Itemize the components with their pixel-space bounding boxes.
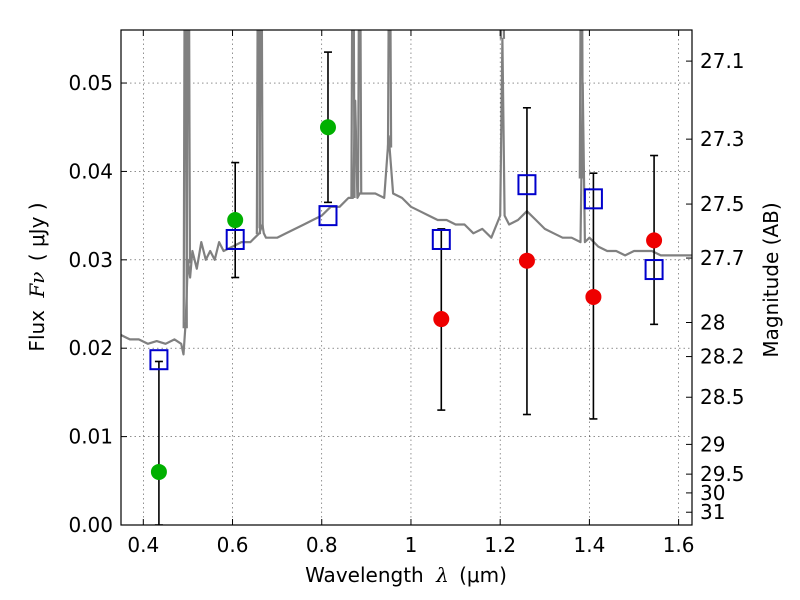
y2-tick-label: 31 — [700, 500, 725, 524]
x-tick-label: 1.6 — [663, 533, 695, 557]
x-axis-label: Wavelength λ (μm) — [305, 563, 507, 587]
upper-limit-point — [646, 232, 663, 249]
y-tick-labels: 0.00 0.01 0.02 0.03 0.04 0.05 — [68, 71, 113, 537]
y-tick-label: 0.05 — [68, 71, 113, 95]
emission-line-spike — [578, 30, 585, 179]
y2-tick-label: 27.5 — [700, 192, 745, 216]
y-tick-label: 0.01 — [68, 425, 113, 449]
model-photometry-square — [149, 349, 169, 371]
y2-tick-label: 28.5 — [700, 385, 745, 409]
y-tick-label: 0.02 — [68, 336, 113, 360]
detection-point — [150, 463, 167, 480]
upper-limit-point — [433, 311, 450, 328]
plot-frame — [120, 29, 693, 526]
detection-point — [319, 119, 336, 136]
x-tick-label: 1.2 — [484, 533, 516, 557]
y-tick-label: 0.03 — [68, 248, 113, 272]
emission-line-spike — [499, 30, 506, 39]
x-tick-label: 1.4 — [573, 533, 605, 557]
model-photometry-square — [517, 174, 537, 196]
y2-tick-label: 29.5 — [700, 462, 745, 486]
emission-line-spike — [185, 30, 192, 264]
grid-lines — [121, 30, 692, 526]
sed-model-curve — [121, 37, 692, 356]
emission-line-spike — [356, 30, 363, 194]
model-photometry-square — [318, 205, 338, 227]
y2-tick-label: 30 — [700, 481, 725, 505]
y-axis-label: Flux Fν ( μJy ) — [25, 202, 49, 351]
y2-tick-label: 28 — [700, 311, 725, 335]
plot-area — [121, 30, 692, 525]
detection-point — [227, 212, 244, 229]
y2-tick-label: 27.7 — [700, 246, 745, 270]
x-tick-label: 0.6 — [217, 533, 249, 557]
y-tick-label: 0.00 — [68, 513, 113, 537]
y2-tick-label: 27.3 — [700, 127, 745, 151]
y2-tick-label: 29 — [700, 432, 725, 456]
emission-line-spike — [258, 30, 264, 229]
axis-ticks — [121, 30, 692, 526]
model-photometry-square — [644, 259, 664, 281]
model-photometry-square — [431, 228, 451, 250]
model-photometry-square — [583, 188, 603, 210]
model-photometry-square — [225, 228, 245, 250]
x-tick-label: 0.8 — [306, 533, 338, 557]
x-tick-labels: 0.4 0.6 0.8 1 1.2 1.4 1.6 — [127, 533, 694, 557]
y2-axis-label: Magnitude (AB) — [759, 202, 783, 357]
upper-limit-point — [518, 252, 535, 269]
y2-tick-label: 28.2 — [700, 345, 745, 369]
upper-limit-point — [585, 288, 602, 305]
x-tick-label: 1 — [405, 533, 418, 557]
y2-tick-label: 27.1 — [700, 49, 745, 73]
x-tick-label: 0.4 — [127, 533, 159, 557]
y-tick-label: 0.04 — [68, 159, 113, 183]
emission-line-spike — [350, 30, 356, 198]
emission-line-spike — [386, 30, 393, 148]
